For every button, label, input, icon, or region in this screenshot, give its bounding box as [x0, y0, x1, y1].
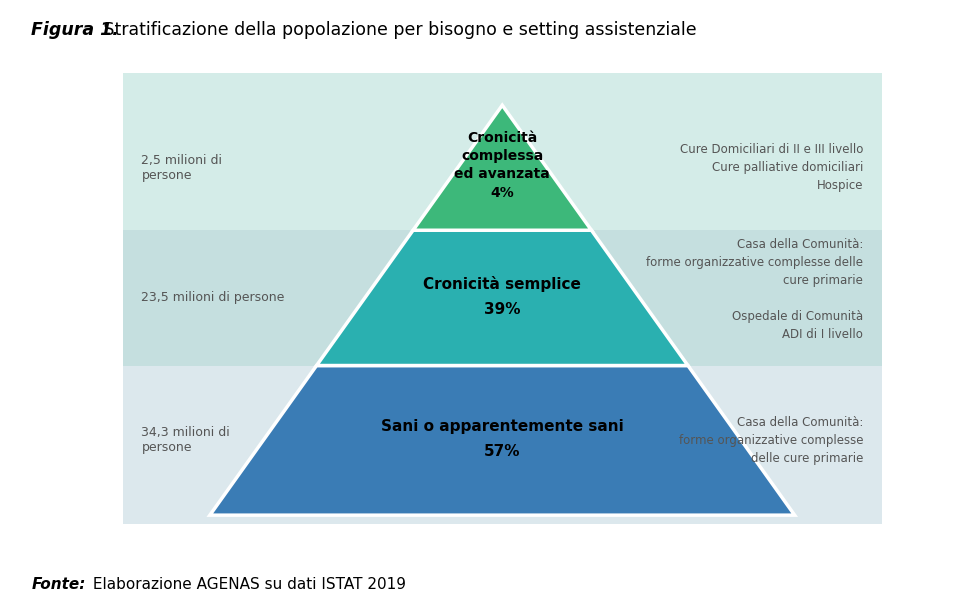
Text: Stratificazione della popolazione per bisogno e setting assistenziale: Stratificazione della popolazione per bi…: [98, 21, 697, 39]
Text: Sani o apparentemente sani: Sani o apparentemente sani: [381, 419, 623, 434]
Text: 4%: 4%: [490, 186, 514, 200]
Bar: [122, 231, 882, 365]
Bar: [122, 73, 882, 231]
Text: Cronicità
complessa
ed avanzata: Cronicità complessa ed avanzata: [455, 131, 550, 182]
Text: 2,5 milioni di
persone: 2,5 milioni di persone: [141, 154, 222, 182]
Text: Cronicità semplice: Cronicità semplice: [423, 276, 581, 292]
Text: 39%: 39%: [484, 302, 520, 317]
Text: Figura 1.: Figura 1.: [31, 21, 120, 39]
Polygon shape: [210, 365, 795, 515]
Text: Elaborazione AGENAS su dati ISTAT 2019: Elaborazione AGENAS su dati ISTAT 2019: [88, 577, 406, 592]
Text: Ospedale di Comunità
ADI di I livello: Ospedale di Comunità ADI di I livello: [732, 310, 863, 341]
Polygon shape: [317, 231, 688, 365]
Text: 57%: 57%: [484, 445, 520, 459]
Polygon shape: [413, 105, 592, 231]
Text: Casa della Comunità:
forme organizzative complesse
delle cure primarie: Casa della Comunità: forme organizzative…: [678, 416, 863, 465]
Text: Casa della Comunità:
forme organizzative complesse delle
cure primarie: Casa della Comunità: forme organizzative…: [646, 238, 863, 287]
Text: 23,5 milioni di persone: 23,5 milioni di persone: [141, 292, 285, 304]
Text: Cure Domiciliari di II e III livello
Cure palliative domiciliari
Hospice: Cure Domiciliari di II e III livello Cur…: [680, 143, 863, 192]
Text: 34,3 milioni di
persone: 34,3 milioni di persone: [141, 427, 230, 454]
Bar: [122, 365, 882, 525]
Text: Fonte:: Fonte:: [31, 577, 85, 592]
